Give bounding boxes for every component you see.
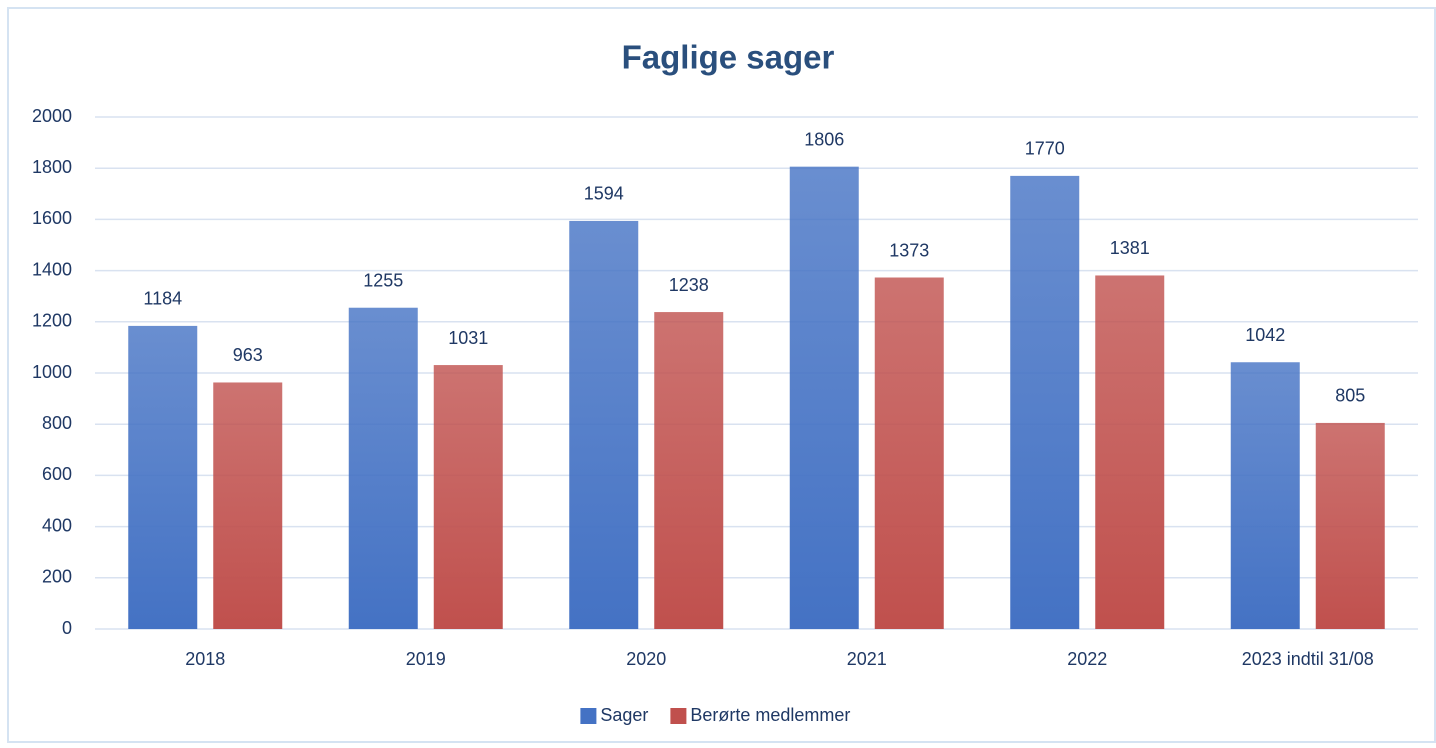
data-label: 1806 [804, 129, 844, 149]
bar [1230, 362, 1300, 629]
y-tick-label: 0 [62, 618, 72, 638]
y-tick-label: 200 [42, 567, 72, 587]
legend-label: Sager [600, 705, 648, 725]
y-tick-label: 2000 [32, 106, 72, 126]
data-label: 1594 [584, 184, 624, 204]
data-label: 963 [233, 345, 263, 365]
bar [1095, 275, 1165, 629]
y-tick-label: 1800 [32, 157, 72, 177]
bar [874, 277, 944, 629]
bar [128, 325, 198, 629]
bar [789, 166, 859, 629]
y-tick-label: 1200 [32, 311, 72, 331]
x-tick-label: 2019 [406, 649, 446, 669]
data-label: 805 [1335, 386, 1365, 406]
y-tick-label: 1400 [32, 259, 72, 279]
y-tick-label: 1600 [32, 208, 72, 228]
data-label: 1031 [448, 328, 488, 348]
data-label: 1255 [363, 270, 403, 290]
bar [213, 382, 283, 629]
x-tick-label: 2023 indtil 31/08 [1242, 649, 1374, 669]
y-tick-label: 1000 [32, 362, 72, 382]
legend-swatch [580, 708, 597, 724]
data-label: 1373 [889, 240, 929, 260]
bar [654, 312, 724, 629]
y-tick-label: 400 [42, 515, 72, 535]
bar [1010, 175, 1080, 629]
bar [569, 220, 639, 629]
data-label: 1381 [1110, 238, 1150, 258]
chart-title: Faglige sager [622, 39, 835, 76]
x-tick-label: 2018 [185, 649, 225, 669]
x-tick-label: 2020 [626, 649, 666, 669]
data-label: 1238 [669, 275, 709, 295]
y-tick-label: 600 [42, 464, 72, 484]
y-tick-label: 800 [42, 413, 72, 433]
bar [1315, 422, 1385, 629]
data-label: 1042 [1245, 325, 1285, 345]
legend-swatch [670, 708, 687, 724]
data-label: 1770 [1025, 139, 1065, 159]
x-tick-label: 2022 [1067, 649, 1107, 669]
bar [348, 307, 418, 629]
bar [433, 365, 503, 629]
legend-label: Berørte medlemmer [690, 705, 850, 725]
x-tick-label: 2021 [847, 649, 887, 669]
data-label: 1184 [143, 289, 182, 309]
